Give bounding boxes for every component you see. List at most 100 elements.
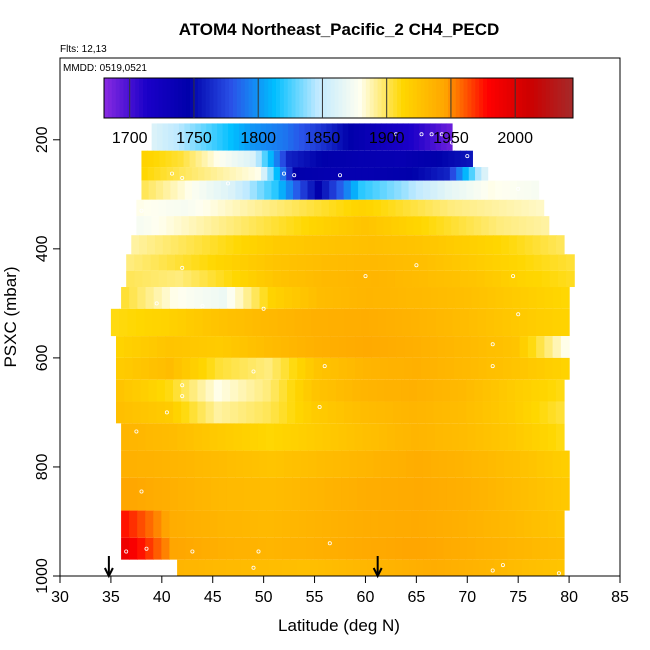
heatmap-cell [378, 423, 388, 451]
heatmap-cell [293, 216, 302, 236]
heatmap-cell [292, 477, 301, 511]
heatmap-cell [473, 180, 482, 200]
heatmap-cell [330, 167, 338, 181]
heatmap-cell [433, 401, 443, 424]
heatmap-cell [201, 510, 211, 538]
heatmap-cell [422, 287, 432, 309]
heatmap-cell [189, 123, 196, 151]
heatmap-cell [417, 379, 427, 402]
heatmap-cell [209, 537, 219, 560]
heatmap-cell [386, 423, 396, 451]
heatmap-cell [322, 537, 332, 560]
heatmap-cell [278, 180, 287, 200]
heatmap-cell [165, 357, 175, 380]
heatmap-cell [243, 287, 253, 309]
heatmap-cell [368, 401, 378, 424]
heatmap-cell [357, 450, 367, 478]
heatmap-cell [145, 537, 154, 560]
heatmap-cell [349, 477, 358, 511]
heatmap-cell [402, 308, 412, 337]
heatmap-cell [193, 423, 203, 451]
y-tick-label: 1000 [34, 558, 51, 594]
heatmap-cell [555, 510, 565, 538]
heatmap-cell [358, 199, 367, 217]
heatmap-cell [368, 379, 378, 402]
heatmap-cell [129, 477, 138, 511]
heatmap-cell [549, 559, 558, 576]
heatmap-cell [406, 287, 415, 309]
colorbar-swatch [553, 78, 558, 118]
heatmap-cell [536, 477, 546, 511]
heatmap-cell [445, 357, 455, 380]
heatmap-cell [185, 167, 193, 181]
heatmap-cell [154, 235, 164, 255]
heatmap-cell [519, 308, 529, 337]
heatmap-cell [430, 235, 439, 255]
colorbar-swatch [252, 78, 257, 118]
heatmap-cell [225, 537, 235, 560]
heatmap-cell [560, 308, 570, 337]
heatmap-cell [210, 450, 220, 478]
heatmap-cell [349, 450, 358, 478]
colorbar-swatch [232, 78, 238, 118]
heatmap-cell [297, 150, 305, 168]
heatmap-cell [523, 510, 533, 538]
heatmap-cell [266, 123, 273, 151]
colorbar-swatch [455, 78, 461, 118]
heatmap-cell [257, 423, 267, 451]
colorbar-swatch [487, 78, 492, 118]
heatmap-cell [482, 379, 492, 402]
colorbar-swatch [272, 78, 277, 118]
heatmap-cell [424, 167, 432, 181]
heatmap-cell [129, 450, 138, 478]
sample-point [225, 181, 230, 186]
heatmap-cell [209, 235, 219, 255]
heatmap-cell [566, 254, 575, 271]
heatmap-cell [491, 510, 501, 538]
heatmap-cell [410, 308, 420, 337]
heatmap-cell [533, 270, 543, 288]
heatmap-cell [262, 401, 272, 424]
heatmap-cell [453, 235, 463, 255]
heatmap-cell [165, 150, 173, 168]
heatmap-cell [166, 270, 176, 288]
colorbar-swatch [416, 78, 422, 118]
heatmap-cell [376, 216, 385, 236]
y-axis: 200 400 600 800 1000 [34, 126, 60, 594]
heatmap-cell [425, 401, 435, 424]
heatmap-cell [177, 180, 186, 200]
sample-point [190, 549, 195, 554]
heatmap-cell [324, 450, 334, 478]
heatmap-cell [484, 254, 494, 271]
heatmap-cell [436, 150, 443, 168]
heatmap-cell [162, 235, 172, 255]
colorbar-swatch [373, 78, 379, 118]
heatmap-cell [549, 270, 559, 288]
heatmap-cell [386, 123, 393, 151]
heatmap-cell [282, 510, 291, 538]
heatmap-cell [521, 199, 530, 217]
colorbar-swatch [264, 78, 269, 118]
heatmap-cell [306, 537, 315, 560]
colorbar-swatch [479, 78, 484, 118]
heatmap-cell [465, 559, 474, 576]
heatmap-cell [354, 357, 364, 380]
heatmap-cell [387, 336, 397, 358]
heatmap-cell [388, 559, 396, 576]
heatmap-cell [116, 357, 125, 380]
heatmap-cell [539, 423, 549, 451]
heatmap-cell [286, 216, 295, 236]
heatmap-cell [539, 401, 549, 424]
heatmap-cell [306, 199, 315, 217]
heatmap-cell [275, 450, 285, 478]
heatmap-cell [320, 123, 327, 151]
heatmap-cell [178, 287, 187, 309]
heatmap-cell [437, 336, 447, 358]
heatmap-cell [256, 357, 265, 380]
heatmap-cell [235, 450, 244, 478]
heatmap-cell [514, 199, 523, 217]
colorbar-swatch [326, 78, 332, 118]
heatmap-cell [487, 477, 497, 511]
heatmap-cell [460, 254, 469, 271]
sample-point [500, 563, 505, 568]
